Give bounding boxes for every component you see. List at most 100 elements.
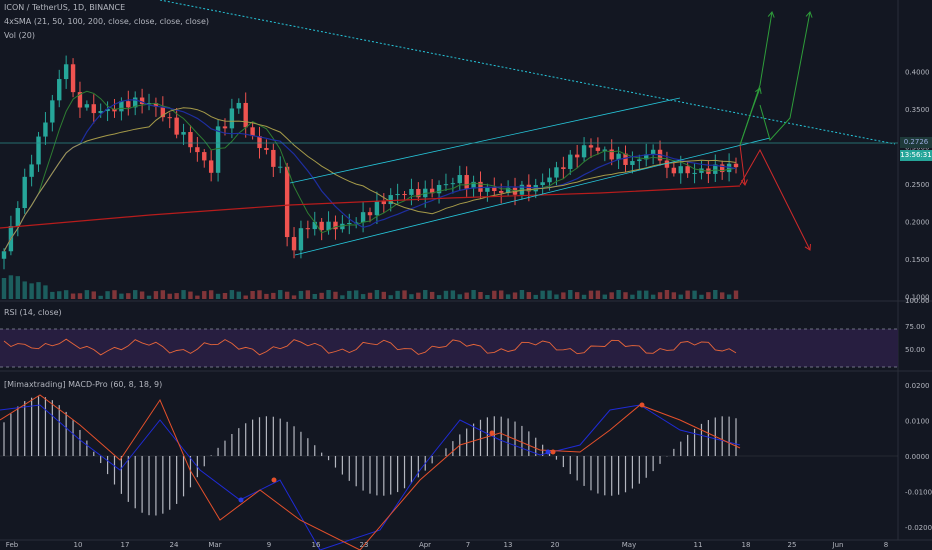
volume-bar (526, 292, 532, 299)
volume-bar (581, 294, 587, 299)
volume-bar (353, 290, 359, 299)
time-tick-label: 8 (884, 541, 888, 549)
volume-bar (29, 283, 34, 299)
candle-body (257, 136, 262, 149)
volume-bar (381, 291, 387, 299)
volume-bar (326, 290, 331, 299)
candle-body (409, 188, 414, 195)
candle-body (333, 221, 338, 230)
price-tick-label: 0.1000 (905, 293, 930, 301)
candle-body (146, 103, 152, 105)
macd-cross-marker (271, 477, 277, 483)
candle-body (719, 164, 725, 173)
candle-body (133, 97, 138, 108)
volume-bar (623, 292, 628, 299)
candle-body (319, 221, 324, 231)
candle-body (443, 184, 449, 186)
candle-body (250, 127, 255, 137)
candle-body (291, 237, 297, 251)
macd-legend[interactable]: [Mimaxtrading] MACD-Pro (60, 8, 18, 9) (4, 380, 163, 389)
candle-body (374, 201, 380, 216)
volume-bar (733, 290, 739, 299)
volume-bar (105, 291, 110, 299)
volume-bar (360, 294, 366, 299)
volume-bar (499, 290, 504, 299)
candle-body (616, 153, 621, 160)
volume-bar (119, 293, 124, 299)
time-tick-label: 10 (74, 541, 83, 549)
candle-body (243, 102, 248, 128)
time-tick-label: 25 (788, 541, 797, 549)
candle-body (105, 108, 110, 112)
volume-bar (644, 290, 649, 299)
candle-body (174, 117, 179, 135)
volume-bar (63, 290, 69, 299)
volume-bar (340, 295, 345, 299)
time-tick-label: 13 (504, 541, 513, 549)
volume-bar (167, 293, 172, 299)
volume-bar (436, 295, 442, 299)
volume-bar (188, 291, 193, 299)
volume-bar (692, 290, 697, 299)
candle-body (464, 175, 469, 189)
volume-bar (91, 291, 96, 299)
projection-arrow-up-2-head (755, 87, 762, 94)
volume-bar (57, 291, 62, 299)
volume-bar (719, 292, 725, 299)
candle-body (202, 152, 207, 161)
time-tick-label: 16 (312, 541, 321, 549)
time-tick-label: Apr (419, 541, 431, 549)
candle-body (236, 102, 241, 109)
candle-body (561, 167, 566, 169)
sma200-line (0, 185, 741, 229)
rsi-tick-label: 75.00 (905, 323, 925, 331)
candle-body (429, 188, 435, 194)
candle-body (402, 194, 407, 196)
candle-body (29, 164, 34, 177)
volume-legend[interactable]: Vol (20) (4, 31, 35, 40)
candle-body (395, 194, 400, 196)
volume-bar (133, 290, 138, 299)
sma-legend[interactable]: 4xSMA (21, 50, 100, 200, close, close, c… (4, 17, 209, 26)
symbol-title[interactable]: ICON / TetherUS, 1D, BINANCE (4, 3, 126, 12)
volume-bar (305, 290, 311, 299)
candle-body (84, 104, 90, 108)
volume-bar (146, 295, 152, 299)
candle-body (278, 166, 283, 168)
candle-body (43, 122, 48, 137)
price-tick-label: 0.1500 (905, 256, 930, 264)
volume-bar (595, 290, 601, 299)
candle-body (50, 100, 55, 123)
macd-tick-label: 0.0000 (905, 453, 930, 461)
projection-arrow-up-1-head (767, 11, 775, 18)
volume-bar (588, 290, 594, 299)
volume-bar (713, 290, 718, 299)
candle-body (195, 147, 200, 153)
volume-bar (568, 290, 573, 299)
volume-bar (139, 291, 145, 299)
volume-bar (519, 290, 525, 299)
macd-tick-label: 0.0100 (905, 418, 930, 426)
candle-body (367, 212, 373, 216)
candle-body (450, 183, 456, 185)
volume-bar (84, 290, 90, 299)
time-tick-label: 23 (360, 541, 369, 549)
volume-bar (609, 292, 614, 299)
macd-slow-line (0, 394, 741, 550)
macd-cross-marker (639, 402, 645, 408)
volume-bar (160, 290, 166, 299)
volume-bar (22, 281, 27, 299)
volume-bar (333, 291, 338, 299)
volume-bar (70, 293, 76, 299)
candle-body (36, 136, 41, 165)
candle-body (208, 160, 214, 173)
rsi-legend[interactable]: RSI (14, close) (4, 308, 62, 317)
macd-cross-marker (550, 449, 556, 455)
candle-body (568, 154, 573, 169)
candle-body (609, 149, 614, 160)
candle-body (574, 154, 580, 158)
volume-bar (512, 292, 518, 299)
time-tick-label: 20 (551, 541, 560, 549)
sma50-line (3, 99, 737, 252)
volume-bar (547, 290, 552, 299)
